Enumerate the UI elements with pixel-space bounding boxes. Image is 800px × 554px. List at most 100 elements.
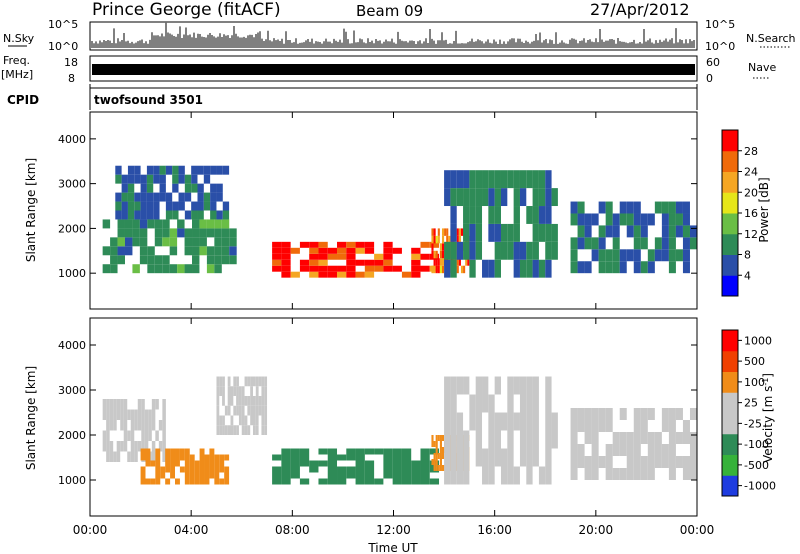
- heatmap-cell: [141, 399, 145, 410]
- heatmap-cell: [532, 188, 539, 207]
- heatmap-cell: [545, 241, 552, 260]
- heatmap-cell: [612, 237, 620, 250]
- heatmap-cell: [318, 460, 328, 467]
- heatmap-cell: [513, 412, 520, 431]
- heatmap-cell: [244, 376, 248, 387]
- heatmap-cell: [106, 409, 110, 420]
- freq-tick-top: 18: [64, 56, 78, 69]
- heatmap-cell: [463, 206, 470, 224]
- heatmap-cell: [355, 454, 365, 461]
- heatmap-cell: [115, 174, 122, 184]
- heatmap-cell: [110, 255, 118, 265]
- heatmap-cell: [199, 466, 205, 473]
- heatmap-cell: [456, 188, 464, 207]
- heatmap-cell: [689, 237, 697, 250]
- heatmap-cell: [689, 456, 697, 468]
- power-colorbar-segment: [722, 275, 738, 297]
- heatmap-cell: [469, 259, 476, 278]
- heatmap-cell: [661, 444, 669, 456]
- heatmap-cell: [551, 430, 558, 449]
- heatmap-cell: [570, 444, 578, 456]
- heatmap-cell: [545, 430, 552, 449]
- heatmap-cell: [640, 213, 648, 226]
- heatmap-cell: [264, 376, 268, 387]
- heatmap-cell: [206, 255, 215, 265]
- heatmap-cell: [214, 255, 222, 265]
- heatmap-cell: [318, 247, 328, 254]
- heatmap-cell: [647, 213, 655, 226]
- heatmap-cell: [272, 241, 282, 248]
- heatmap-cell: [216, 396, 220, 406]
- heatmap-cell: [456, 430, 464, 449]
- power-colorbar-tick-label: 28: [744, 145, 758, 158]
- heatmap-cell: [532, 241, 539, 260]
- heatmap-cell: [209, 448, 215, 455]
- heatmap-cell: [299, 454, 310, 461]
- heatmap-cell: [392, 247, 402, 254]
- heatmap-cell: [488, 394, 495, 413]
- heatmap-cell: [682, 213, 690, 226]
- heatmap-cell: [647, 249, 655, 262]
- heatmap-cell: [450, 259, 457, 278]
- heatmap-cell: [633, 261, 641, 274]
- velocity-colorbar-segment: [722, 371, 738, 393]
- heatmap-cell: [130, 420, 135, 431]
- heatmap-cell: [689, 225, 697, 238]
- x-tick-label: 20:00: [579, 523, 614, 537]
- heatmap-cell: [272, 247, 282, 254]
- heatmap-cell: [500, 223, 508, 242]
- heatmap-cell: [162, 228, 170, 238]
- heatmap-cell: [264, 386, 268, 396]
- heatmap-cell: [184, 237, 193, 247]
- heatmap-cell: [204, 454, 210, 461]
- heatmap-cell: [134, 174, 141, 184]
- heatmap-cell: [299, 478, 310, 485]
- heatmap-cell: [318, 241, 328, 248]
- heatmap-cell: [299, 448, 310, 455]
- heatmap-cell: [184, 192, 192, 202]
- heatmap-cell: [364, 472, 375, 479]
- heatmap-cell: [117, 219, 125, 229]
- heatmap-cell: [162, 237, 170, 247]
- heatmap-cell: [151, 399, 156, 410]
- heatmap-cell: [224, 405, 228, 416]
- heatmap-cell: [261, 405, 265, 416]
- heatmap-cell: [526, 448, 533, 467]
- heatmap-cell: [654, 249, 662, 262]
- heatmap-cell: [151, 409, 156, 420]
- heatmap-cell: [519, 376, 527, 395]
- power-colorbar-tick-label: 12: [744, 228, 758, 241]
- heatmap-cell: [513, 466, 520, 485]
- heatmap-cell: [165, 466, 171, 473]
- heatmap-cell: [513, 259, 520, 278]
- heatmap-cell: [507, 241, 514, 260]
- heatmap-cell: [247, 396, 251, 406]
- heatmap-cell: [146, 183, 154, 193]
- heatmap-cell: [532, 394, 539, 413]
- heatmap-cell: [141, 409, 145, 420]
- heatmap-cell: [570, 456, 578, 468]
- heatmap-cell: [184, 183, 192, 193]
- heatmap-cell: [437, 435, 440, 441]
- heatmap-cell: [538, 188, 546, 207]
- heatmap-cell: [146, 192, 154, 202]
- heatmap-cell: [219, 478, 225, 485]
- heatmap-cell: [214, 472, 220, 479]
- heatmap-cell: [460, 265, 464, 274]
- heatmap-cell: [444, 188, 451, 207]
- heatmap-cell: [605, 249, 613, 262]
- heatmap-cell: [591, 444, 599, 456]
- heatmap-cell: [475, 223, 483, 242]
- heatmap-cell: [162, 430, 166, 441]
- heatmap-cell: [668, 237, 676, 250]
- heatmap-cell: [584, 261, 592, 274]
- heatmap-cell: [199, 454, 205, 461]
- heatmap-cell: [364, 460, 375, 467]
- heatmap-cell: [177, 264, 185, 274]
- heatmap-cell: [139, 246, 148, 256]
- heatmap-cell: [570, 213, 578, 226]
- heatmap-cell: [109, 409, 114, 420]
- heatmap-cell: [640, 468, 648, 480]
- heatmap-cell: [420, 454, 430, 461]
- heatmap-cell: [155, 460, 161, 467]
